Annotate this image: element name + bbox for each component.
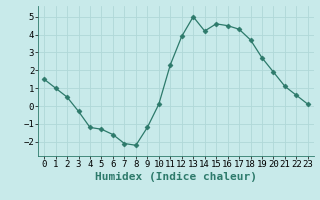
X-axis label: Humidex (Indice chaleur): Humidex (Indice chaleur)	[95, 172, 257, 182]
